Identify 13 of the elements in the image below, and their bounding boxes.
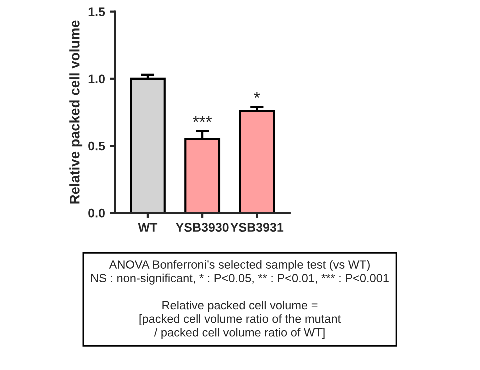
x-tick-label: YSB3930: [176, 223, 229, 232]
y-tick-label: 0.0: [88, 208, 105, 218]
bar: [239, 110, 276, 214]
x-tick-label: YSB3931: [230, 223, 284, 232]
text: ANOVA Bonferroni’s selected sample test (vs WT) NS : non-significant, * : P<0.05, ** : P<0.01, *** : P<0.001 Relative packed cell volume = [packed cell volume ratio of the mutant / packed cell volume ratio of WT]: [92, 260, 389, 340]
y-tick-label: 1.5: [88, 8, 106, 16]
annotation: *: [254, 92, 260, 98]
annotation: ***: [193, 116, 212, 122]
y-tick-label: 0.5: [88, 142, 106, 151]
bar: [130, 78, 166, 214]
y-tick-label: 1.0: [88, 74, 105, 84]
y-axis-title: Relative packed cell volume: [70, 20, 83, 204]
x-tick-label: WT: [138, 223, 158, 232]
